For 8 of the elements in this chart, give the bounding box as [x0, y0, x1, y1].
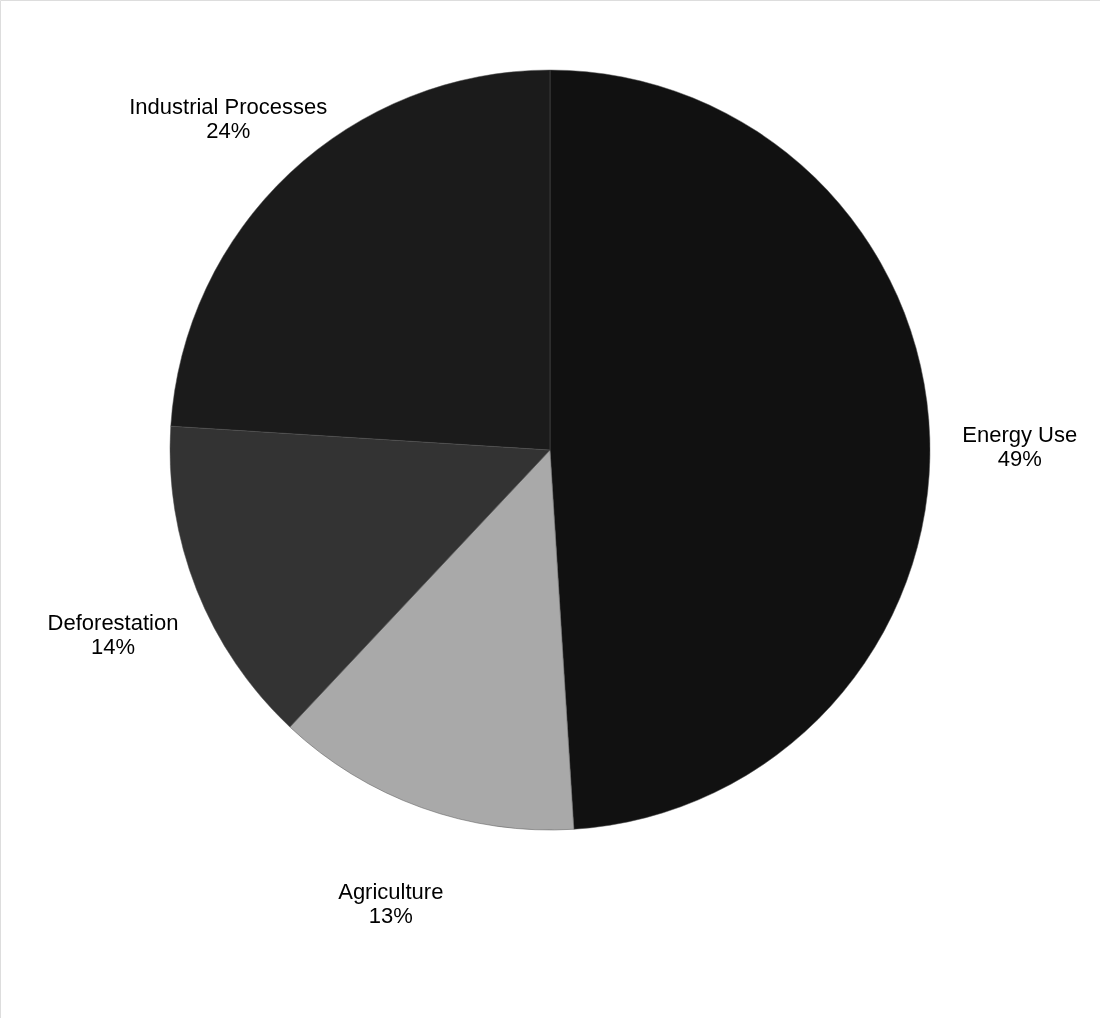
slice-label: Industrial Processes	[129, 94, 328, 120]
data-label: 49%	[997, 446, 1042, 472]
slice-label: Energy Use	[962, 422, 1078, 448]
data-label: 14%	[90, 634, 136, 660]
slice-label: Agriculture	[338, 879, 444, 905]
data-label: 24%	[206, 118, 251, 144]
slice-label: Deforestation	[47, 610, 179, 636]
data-label: 13%	[368, 903, 413, 929]
